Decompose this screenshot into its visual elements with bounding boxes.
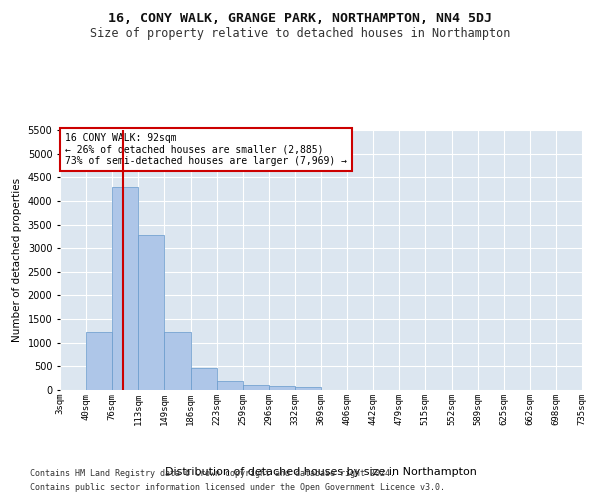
Bar	[191, 368, 217, 390]
Text: 16, CONY WALK, GRANGE PARK, NORTHAMPTON, NN4 5DJ: 16, CONY WALK, GRANGE PARK, NORTHAMPTON,…	[108, 12, 492, 26]
Text: Contains HM Land Registry data © Crown copyright and database right 2024.: Contains HM Land Registry data © Crown c…	[30, 468, 395, 477]
Text: 16 CONY WALK: 92sqm
← 26% of detached houses are smaller (2,885)
73% of semi-det: 16 CONY WALK: 92sqm ← 26% of detached ho…	[65, 132, 347, 166]
Bar	[164, 332, 191, 390]
Bar	[86, 332, 112, 390]
Y-axis label: Number of detached properties: Number of detached properties	[12, 178, 22, 342]
X-axis label: Distribution of detached houses by size in Northampton: Distribution of detached houses by size …	[165, 466, 477, 476]
Bar	[295, 388, 321, 390]
Bar	[217, 380, 242, 390]
Text: Size of property relative to detached houses in Northampton: Size of property relative to detached ho…	[90, 28, 510, 40]
Bar	[112, 186, 139, 390]
Bar	[269, 386, 295, 390]
Bar	[242, 386, 269, 390]
Text: Contains public sector information licensed under the Open Government Licence v3: Contains public sector information licen…	[30, 484, 445, 492]
Bar	[139, 235, 164, 390]
